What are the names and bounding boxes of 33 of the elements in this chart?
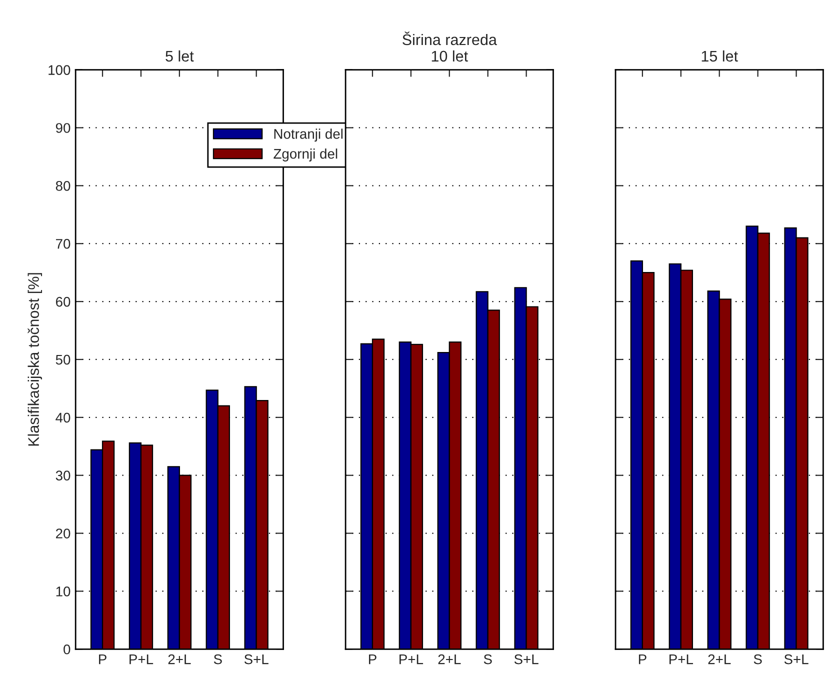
x-tick-label: S+L bbox=[784, 654, 808, 664]
chart-subtitle: 5 let bbox=[166, 50, 194, 62]
x-tick-label: P+L bbox=[670, 654, 693, 664]
chart-subtitle: 10 let bbox=[432, 50, 468, 62]
chart-title: Širina razreda bbox=[402, 32, 497, 46]
x-tick-label: S+L bbox=[244, 654, 268, 664]
y-tick-label: 50 bbox=[56, 354, 70, 365]
x-tick-label: S+L bbox=[514, 654, 538, 664]
chart-subtitle: 15 let bbox=[702, 50, 738, 62]
y-tick-label: 40 bbox=[56, 412, 70, 423]
y-tick-label: 70 bbox=[56, 238, 70, 249]
x-tick-label: P+L bbox=[400, 654, 424, 664]
x-tick-label: P+L bbox=[130, 654, 154, 664]
y-axis-title: Klasifikacijska točnost [%] bbox=[28, 273, 42, 446]
x-tick-label: 2+L bbox=[708, 654, 731, 664]
x-tick-label: P bbox=[368, 654, 376, 664]
y-tick-label: 0 bbox=[64, 644, 70, 654]
x-tick-label: S bbox=[754, 654, 762, 664]
y-tick-label: 10 bbox=[56, 586, 70, 596]
y-tick-label: 80 bbox=[56, 181, 70, 191]
y-tick-label: 30 bbox=[56, 470, 70, 481]
y-tick-label: 90 bbox=[56, 123, 70, 133]
x-tick-label: P bbox=[638, 654, 646, 664]
x-tick-label: S bbox=[484, 654, 492, 664]
y-tick-label: 60 bbox=[56, 296, 70, 307]
y-tick-label: 20 bbox=[56, 528, 70, 538]
legend-label: Notranji del bbox=[274, 128, 343, 142]
legend-label: Zgornji del bbox=[274, 148, 338, 162]
y-tick-label: 100 bbox=[48, 65, 70, 75]
x-tick-label: 2+L bbox=[168, 654, 191, 664]
x-tick-label: P bbox=[99, 654, 106, 664]
x-tick-label: S bbox=[214, 654, 222, 664]
x-tick-label: 2+L bbox=[438, 654, 461, 664]
